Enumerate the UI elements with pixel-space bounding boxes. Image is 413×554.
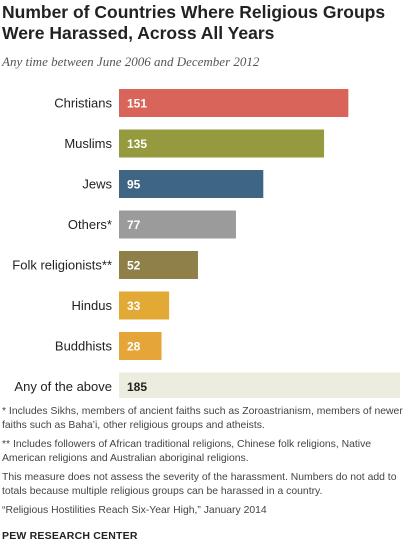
category-label-others: Others*: [68, 217, 112, 232]
category-label-christians: Christians: [54, 96, 112, 111]
category-label-buddhists: Buddhists: [55, 339, 113, 354]
value-label-hindus: 33: [127, 299, 141, 313]
value-label-any-of-the-above: 185: [127, 380, 147, 394]
bar-muslims: [119, 129, 325, 158]
category-label-muslims: Muslims: [64, 136, 112, 151]
value-label-buddhists: 28: [127, 340, 141, 354]
category-label-jews: Jews: [82, 177, 112, 192]
value-label-others: 77: [127, 218, 141, 232]
footnote-folk-religionists: ** Includes followers of African traditi…: [2, 439, 372, 464]
category-label-hindus: Hindus: [72, 298, 113, 313]
source-report: “Religious Hostilities Reach Six-Year Hi…: [2, 505, 267, 516]
value-label-christians: 151: [127, 97, 147, 111]
value-label-folk-religionists: 52: [127, 259, 141, 273]
bar-jews: [119, 170, 264, 198]
bar-buddhists: [119, 332, 162, 360]
value-label-muslims: 135: [127, 137, 147, 151]
chart-title: Number of Countries Where Religious Grou…: [2, 2, 386, 43]
bar-christians: [119, 89, 349, 117]
footnotes: * Includes Sikhs, members of ancient fai…: [2, 405, 411, 523]
bar-hindus: [119, 291, 170, 320]
value-label-jews: 95: [127, 178, 141, 192]
category-label-folk-religionists: Folk religionists**: [12, 258, 112, 273]
source-brand: PEW RESEARCH CENTER: [2, 530, 138, 542]
bar-any-of-the-above: [119, 372, 400, 398]
bar-others: [119, 210, 236, 239]
category-label-any-of-the-above: Any of the above: [14, 379, 112, 394]
bar-chart: Christians 151 Muslims 135 Jews 95 Others* 77 Fo…: [12, 89, 400, 398]
footnote-methodology: This measure does not assess the severit…: [2, 472, 397, 497]
bar-folk-religionists: [119, 251, 198, 279]
chart-subtitle: Any time between June 2006 and December …: [2, 54, 260, 69]
footnote-others: * Includes Sikhs, members of ancient fai…: [2, 406, 403, 431]
